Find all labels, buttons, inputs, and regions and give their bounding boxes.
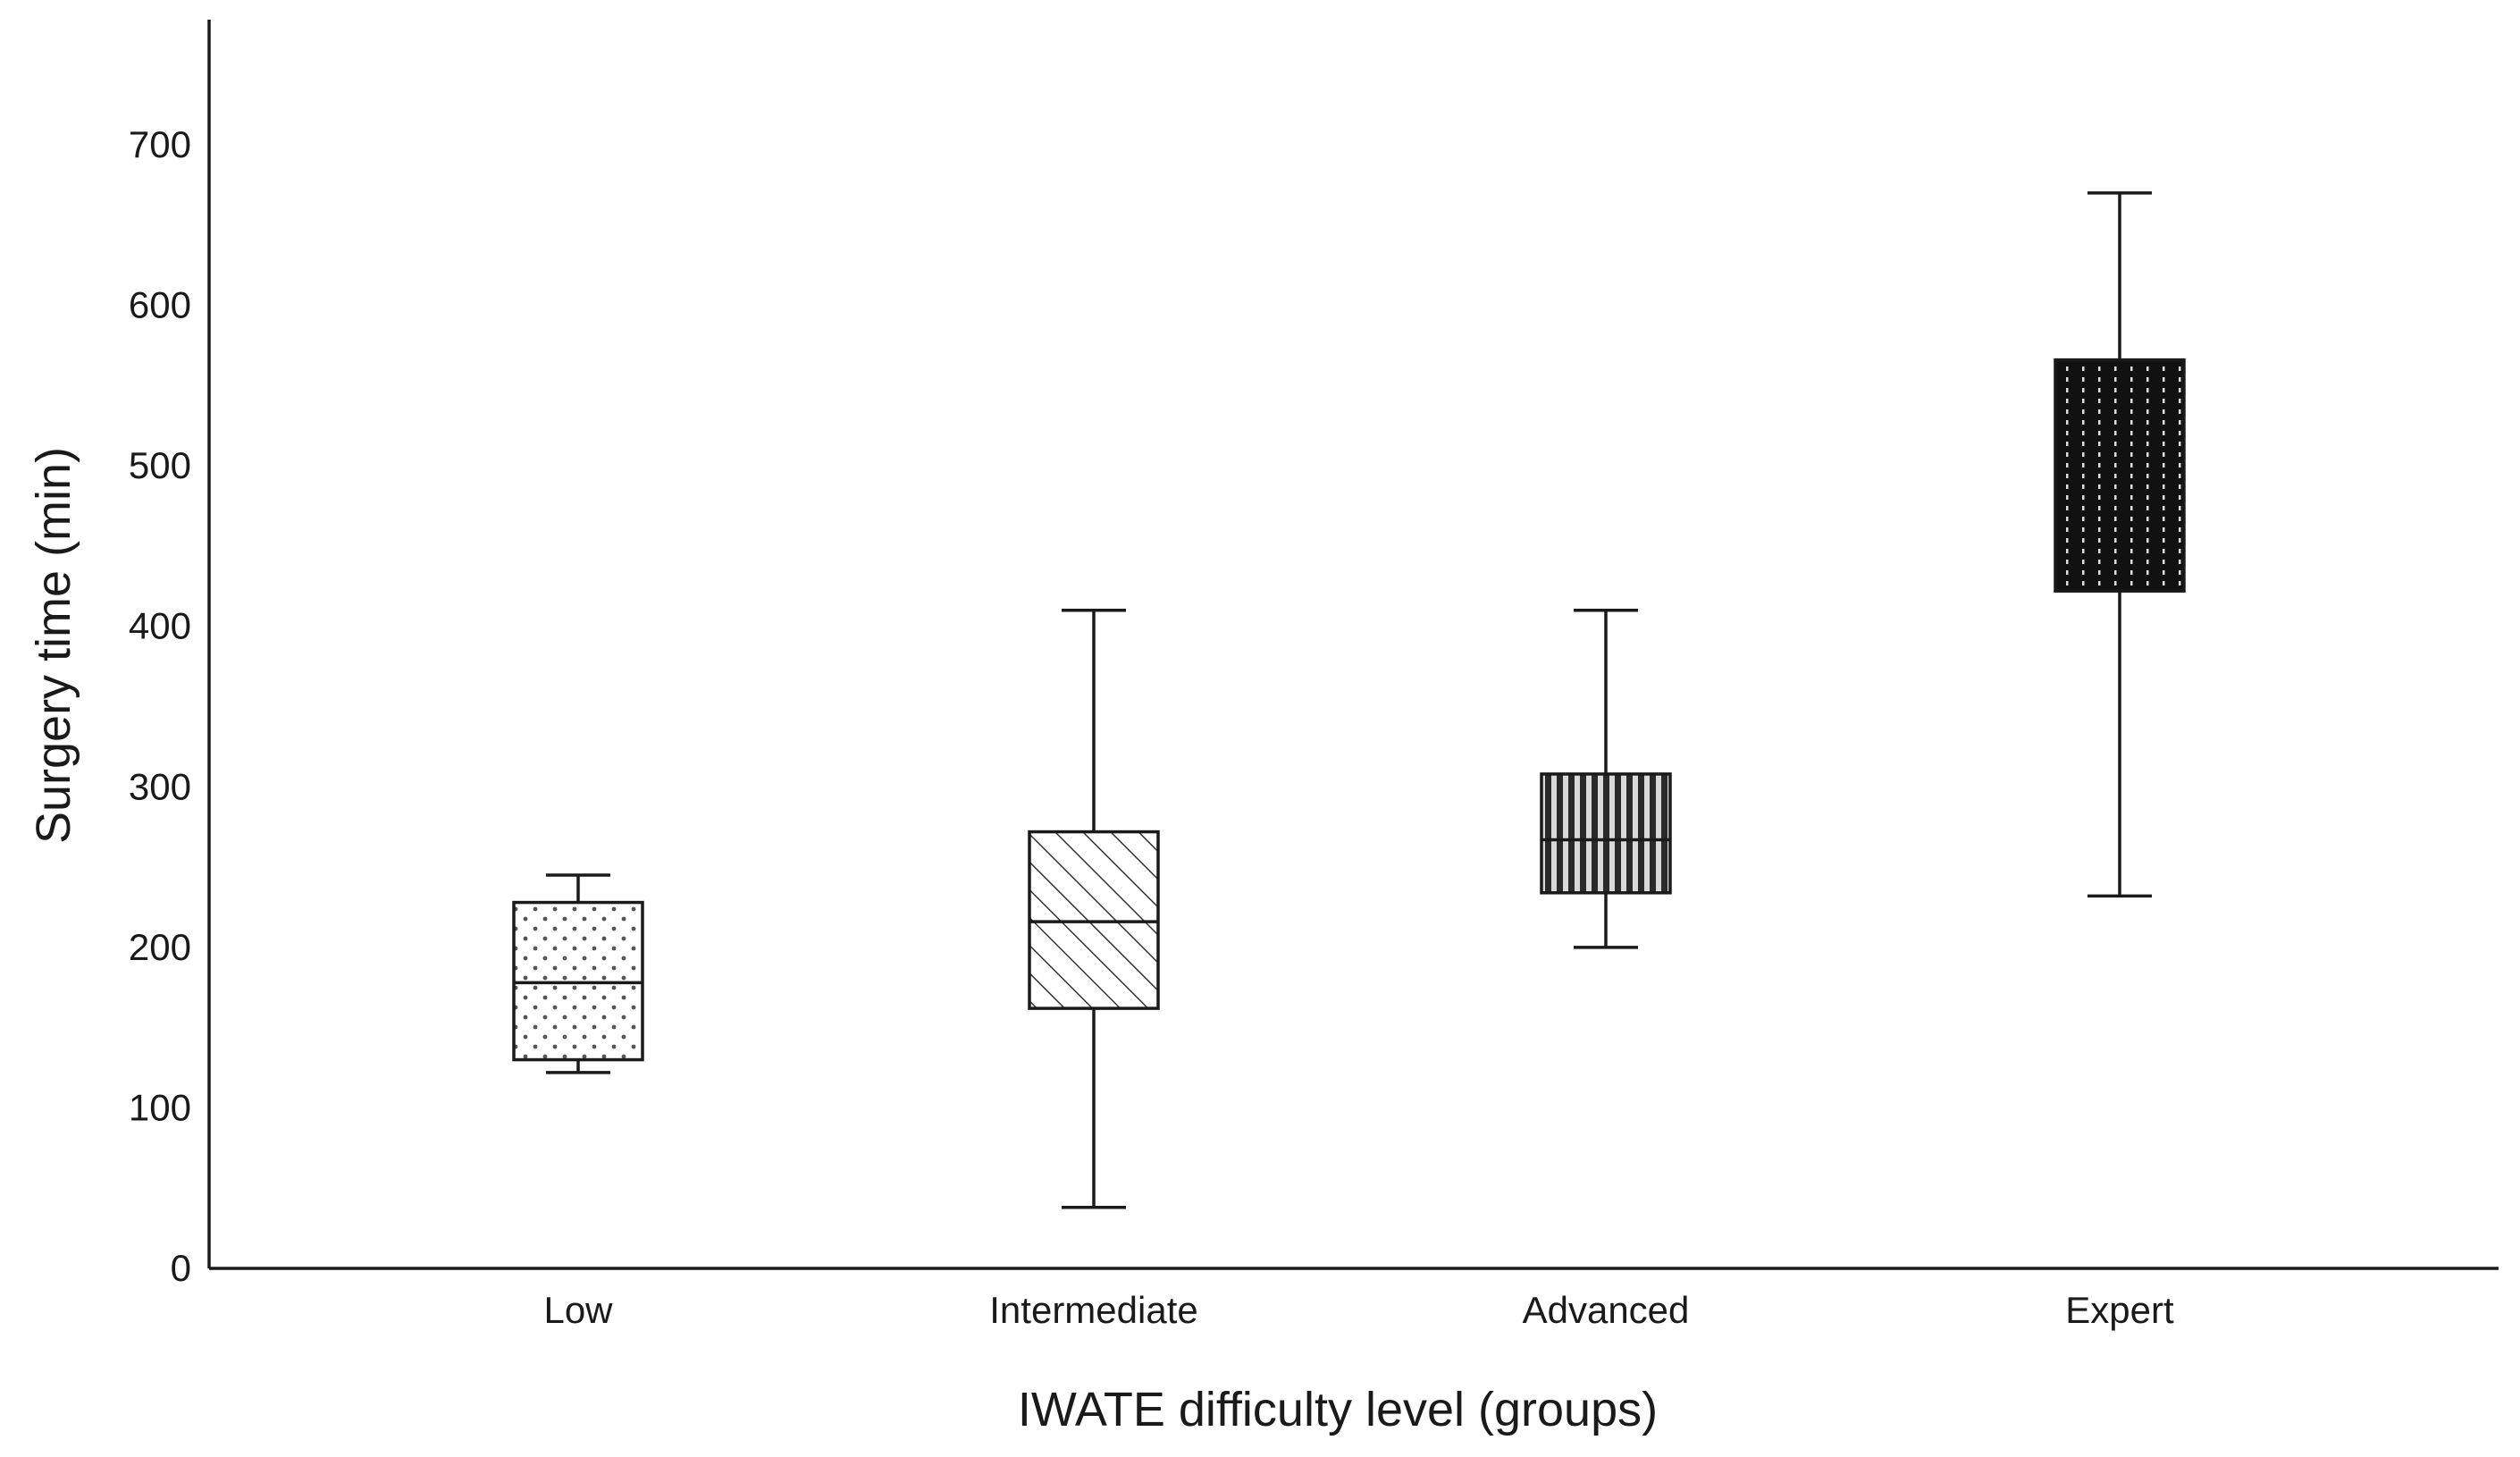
iqr-box bbox=[1540, 772, 1672, 895]
iqr-box bbox=[512, 900, 644, 1062]
x-tick-label-low: Low bbox=[543, 1289, 613, 1331]
box-group-expert bbox=[2054, 191, 2186, 898]
y-tick-label: 300 bbox=[129, 765, 191, 807]
box-group-intermediate bbox=[1028, 609, 1160, 1209]
x-tick-label-expert: Expert bbox=[2065, 1289, 2174, 1331]
y-tick-labels: 0 100 200 300 400 500 600 700 bbox=[129, 123, 191, 1289]
iqr-box bbox=[1028, 830, 1160, 1010]
x-axis-title: IWATE difficulty level (groups) bbox=[1018, 1383, 1658, 1436]
x-tick-labels: Low Intermediate Advanced Expert bbox=[543, 1289, 2174, 1331]
y-tick-label: 100 bbox=[129, 1086, 191, 1128]
box-group-low bbox=[512, 873, 644, 1074]
y-tick-label: 0 bbox=[171, 1247, 191, 1289]
y-tick-label: 600 bbox=[129, 284, 191, 326]
iqr-box bbox=[2054, 358, 2186, 593]
y-tick-label: 700 bbox=[129, 123, 191, 165]
x-tick-label-advanced: Advanced bbox=[1523, 1289, 1690, 1331]
x-tick-label-intermediate: Intermediate bbox=[989, 1289, 1197, 1331]
box-series bbox=[512, 191, 2186, 1209]
y-tick-label: 500 bbox=[129, 444, 191, 486]
y-tick-label: 200 bbox=[129, 926, 191, 968]
y-axis-title: Surgery time (min) bbox=[27, 447, 80, 844]
axes bbox=[207, 20, 2499, 1270]
y-tick-label: 400 bbox=[129, 605, 191, 647]
box-group-advanced bbox=[1540, 609, 1672, 949]
